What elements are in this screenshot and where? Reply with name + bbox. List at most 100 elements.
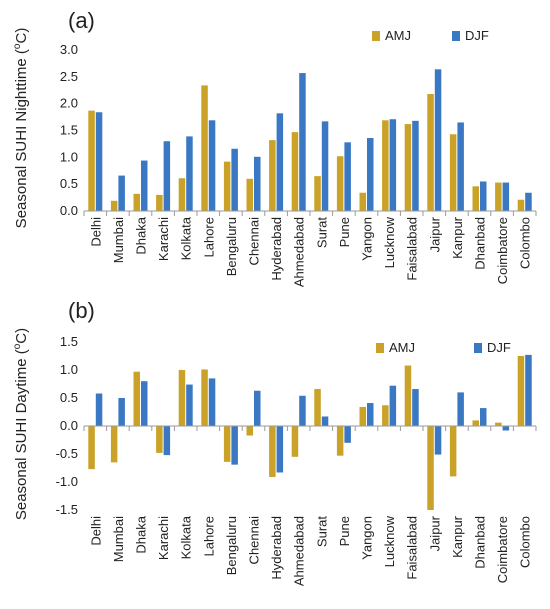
bar-djf-dhaka xyxy=(141,160,148,211)
axis-a xyxy=(83,210,537,216)
x-tick-label: Ahmedabad xyxy=(292,217,307,287)
bar-djf-pune xyxy=(344,426,351,443)
x-tick-label: Coimbatore xyxy=(495,516,510,583)
bar-djf-ahmedabad xyxy=(299,395,306,426)
bar-amj-bengaluru xyxy=(223,426,231,462)
x-tick-label: Bengaluru xyxy=(224,217,239,276)
y-tick-label: 1.0 xyxy=(60,362,78,377)
bar-djf-hyderabad xyxy=(276,426,284,473)
x-tick-label: Jaipur xyxy=(427,216,442,252)
x-tick-label: Mumbai xyxy=(111,516,126,562)
bar-amj-colombo xyxy=(517,199,525,211)
bar-djf-mumbai xyxy=(118,175,125,211)
bar-amj-lucknow xyxy=(382,405,389,426)
x-tick-label: Faisalabad xyxy=(405,516,420,580)
bar-amj-ahmedabad xyxy=(291,132,299,211)
bar-amj-yangon xyxy=(359,192,366,211)
x-tick-label: Colombo xyxy=(518,217,533,269)
bar-amj-pune xyxy=(336,426,344,456)
x-tick-label: Hyderabad xyxy=(269,516,284,580)
bar-amj-yangon xyxy=(359,406,366,426)
x-tick-label: Colombo xyxy=(518,516,533,568)
bar-amj-mumbai xyxy=(110,200,118,211)
legend-swatch-amj xyxy=(372,31,380,41)
legend-b: AMJ DJF xyxy=(376,340,511,355)
bar-djf-karachi xyxy=(163,426,171,456)
y-tick-label: 1.5 xyxy=(60,334,78,349)
bar-djf-yangon xyxy=(367,403,374,426)
bar-amj-surat xyxy=(314,389,321,426)
legend-label-amj: AMJ xyxy=(385,28,411,43)
x-tick-label: Coimbatore xyxy=(495,217,510,284)
x-tick-label: Jaipur xyxy=(427,515,442,551)
bar-djf-dhaka xyxy=(141,381,148,426)
x-tick-label: Dhanbad xyxy=(473,217,488,270)
bar-djf-hyderabad xyxy=(276,113,284,211)
bar-amj-surat xyxy=(314,176,321,211)
bars-b xyxy=(88,354,532,510)
bar-djf-delhi xyxy=(95,393,103,426)
bar-amj-delhi xyxy=(88,426,95,470)
bar-djf-dhanbad xyxy=(480,181,487,211)
bar-amj-dhanbad xyxy=(472,186,479,211)
legend-label-djf: DJF xyxy=(487,340,511,355)
bar-djf-ahmedabad xyxy=(299,73,306,211)
bar-djf-faisalabad xyxy=(412,389,419,426)
bar-djf-kolkata xyxy=(186,384,193,426)
x-ticks-b: Delhi Mumbai Dhaka Karachi Kolkata Lahore Beng… xyxy=(88,515,532,586)
bar-djf-bengaluru xyxy=(231,426,238,465)
y-tick-label: -1.0 xyxy=(56,474,78,489)
bar-amj-lahore xyxy=(201,85,208,211)
y-tick-label: 2.0 xyxy=(60,96,78,111)
x-tick-label: Dhaka xyxy=(134,515,149,553)
bar-amj-karachi xyxy=(156,194,163,211)
bar-djf-chennai xyxy=(254,390,261,426)
x-tick-label: Kolkata xyxy=(179,216,194,260)
x-tick-label: Surat xyxy=(314,217,329,248)
bar-amj-coimbatore xyxy=(495,422,502,426)
y-tick-label: 0.0 xyxy=(60,203,78,218)
bar-amj-ahmedabad xyxy=(291,426,299,457)
x-tick-label: Pune xyxy=(337,217,352,247)
bar-amj-dhaka xyxy=(133,193,140,211)
bar-djf-chennai xyxy=(254,156,261,211)
x-tick-label: Mumbai xyxy=(111,217,126,263)
bar-amj-hyderabad xyxy=(269,426,276,477)
panel-nighttime: (a) Seasonal SUHI Nighttime (oC) AMJ DJF … xyxy=(12,8,537,287)
x-tick-label: Yangon xyxy=(360,217,375,261)
bar-djf-yangon xyxy=(367,138,374,211)
bar-amj-colombo xyxy=(517,356,525,426)
legend-a: AMJ DJF xyxy=(372,28,489,43)
x-tick-label: Surat xyxy=(314,516,329,547)
x-tick-label: Karachi xyxy=(156,516,171,560)
bar-djf-lucknow xyxy=(389,385,397,426)
bar-djf-colombo xyxy=(525,354,532,426)
y-tick-label: 1.5 xyxy=(60,123,78,138)
legend-label-amj: AMJ xyxy=(389,340,415,355)
bar-djf-coimbatore xyxy=(502,182,510,211)
bar-amj-kanpur xyxy=(449,426,457,477)
bar-amj-dhaka xyxy=(133,371,140,426)
x-tick-label: Kolkata xyxy=(179,515,194,559)
bar-djf-delhi xyxy=(95,112,103,211)
legend-label-djf: DJF xyxy=(465,28,489,43)
x-tick-label: Dhaka xyxy=(134,216,149,254)
bar-djf-jaipur xyxy=(434,69,442,211)
bar-amj-chennai xyxy=(246,426,253,436)
bar-amj-faisalabad xyxy=(404,124,412,211)
bar-djf-bengaluru xyxy=(231,148,238,211)
x-tick-label: Hyderabad xyxy=(269,217,284,281)
panel-daytime: (b) Seasonal SUHI Daytime (oC) AMJ DJF -1… xyxy=(12,298,537,586)
x-tick-label: Ahmedabad xyxy=(292,516,307,586)
legend-swatch-djf xyxy=(474,343,482,353)
bar-djf-surat xyxy=(321,121,329,211)
x-tick-label: Delhi xyxy=(88,217,103,247)
legend-swatch-amj xyxy=(376,343,384,353)
panel-label-b: (b) xyxy=(68,298,95,323)
bar-amj-faisalabad xyxy=(404,365,412,426)
bar-djf-mumbai xyxy=(118,398,125,426)
bar-djf-kanpur xyxy=(457,122,464,211)
bar-amj-hyderabad xyxy=(269,140,276,211)
x-tick-label: Bengaluru xyxy=(224,516,239,575)
